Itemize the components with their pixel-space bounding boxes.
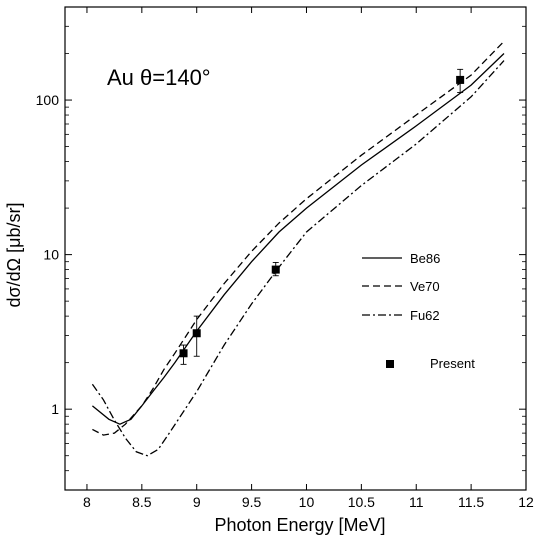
legend-swatch-present	[386, 360, 394, 368]
legend-label-be86: Be86	[410, 251, 440, 266]
annotation-label: Au θ=140°	[107, 65, 211, 90]
x-tick-label: 11	[409, 494, 424, 510]
legend-label-fu62: Fu62	[410, 308, 440, 323]
x-tick-label: 10	[299, 494, 315, 510]
x-tick-label: 9.5	[242, 494, 262, 510]
y-tick-label: 1	[51, 401, 59, 417]
x-tick-label: 8.5	[132, 494, 152, 510]
x-tick-label: 8	[83, 494, 91, 510]
plot-frame	[64, 6, 527, 491]
y-axis-ticks: 1 10 100	[36, 6, 526, 491]
x-tick-label: 12	[518, 494, 534, 510]
x-tick-label: 10.5	[348, 494, 375, 510]
x-axis-label: Photon Energy [MeV]	[214, 515, 385, 535]
x-tick-label: 9	[193, 494, 201, 510]
plot-content	[91, 40, 505, 457]
data-point-present	[456, 75, 465, 84]
y-tick-label: 10	[43, 247, 59, 263]
legend-label-present: Present	[430, 356, 475, 371]
data-point-present	[179, 349, 188, 358]
legend-label-ve70: Ve70	[410, 279, 440, 294]
data-point-present	[271, 265, 280, 274]
y-tick-label: 100	[36, 92, 60, 108]
x-axis-ticks: 8 8.5 9 9.5 10 10.5 11 11.5 12	[83, 7, 534, 510]
legend: Be86 Ve70 Fu62 Present	[362, 251, 475, 371]
y-axis-label: dσ/dΩ [μb/sr]	[4, 203, 24, 308]
series-line-ve70	[92, 40, 505, 436]
x-tick-label: 11.5	[458, 494, 484, 510]
data-point-present	[192, 329, 201, 338]
